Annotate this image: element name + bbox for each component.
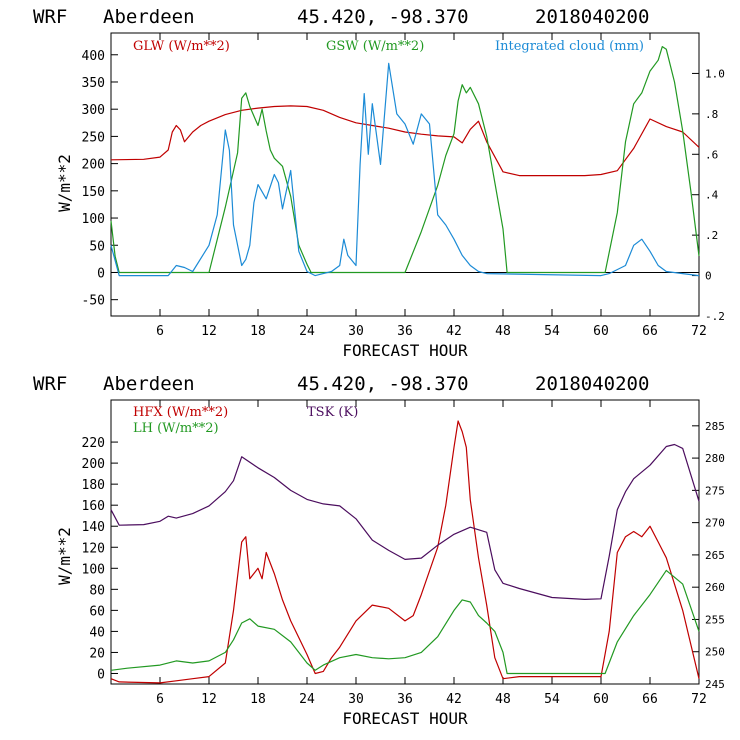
y2-tick-label: 265 [705, 549, 725, 562]
y2-tick-label: 245 [705, 678, 725, 691]
y-tick-label: 100 [82, 212, 105, 227]
series-line-gsw [110, 46, 700, 274]
y-tick-label: 0 [97, 266, 105, 281]
y2-tick-label: 1.0 [705, 67, 725, 80]
series-line-tsk [110, 443, 700, 600]
model-name: WRF [33, 373, 67, 395]
y-tick-label: 80 [89, 583, 105, 598]
x-tick-label: 48 [495, 692, 511, 707]
legend-gsw: GSW (W/m**2) [326, 39, 424, 54]
y2-tick-label: 280 [705, 452, 725, 465]
y2-tick-label: .6 [705, 148, 718, 161]
panel1-xlabel: FORECAST HOUR [342, 341, 468, 360]
y-tick-label: 60 [89, 604, 105, 619]
y-tick-label: 40 [89, 625, 105, 640]
panel1-header: WRF Aberdeen 45.420, -98.370 2018040200 [33, 6, 649, 28]
y-tick-label: 140 [82, 520, 105, 535]
series-line-hfx [110, 420, 700, 684]
series-line-lh [110, 569, 700, 675]
y2-tick-label: 275 [705, 484, 725, 497]
y2-tick-label: 250 [705, 646, 725, 659]
plot-frame [110, 399, 700, 685]
y2-tick-label: 270 [705, 517, 725, 530]
x-tick-label: 24 [299, 324, 315, 339]
legend-lh: LH (W/m**2) [133, 421, 219, 436]
x-tick-label: 12 [201, 692, 217, 707]
legend-cloud: Integrated cloud (mm) [495, 39, 644, 54]
legend-hfx: HFX (W/m**2) [133, 405, 228, 420]
station-name: Aberdeen [103, 373, 195, 395]
plot-frame [110, 32, 700, 317]
panel1-plot: 6 12 18 24 30 36 42 48 54 60 66 72 -50 0 50 100 150 200 25… [82, 32, 725, 339]
y2-tick-label: 260 [705, 581, 725, 594]
init-time: 2018040200 [535, 373, 649, 395]
x-tick-label: 18 [250, 324, 266, 339]
x-tick-label: 60 [593, 692, 609, 707]
x-tick-label: 42 [446, 692, 462, 707]
panel1-ylabel: W/m**2 [55, 154, 74, 212]
legend-glw: GLW (W/m**2) [133, 39, 230, 54]
model-name: WRF [33, 6, 67, 28]
panel2-xlabel: FORECAST HOUR [342, 709, 468, 728]
y-tick-label: 20 [89, 646, 105, 661]
series-line-integrated [110, 62, 700, 277]
station-coords: 45.420, -98.370 [297, 6, 469, 28]
x-tick-label: 48 [495, 324, 511, 339]
station-coords: 45.420, -98.370 [297, 373, 469, 395]
y-tick-label: 0 [97, 667, 105, 682]
y2-tick-label: .4 [705, 189, 719, 202]
y-tick-label: 400 [82, 49, 105, 64]
y-tick-label: 150 [82, 185, 105, 200]
y-tick-label: 120 [82, 541, 105, 556]
panel2-plot: 6 12 18 24 30 36 42 48 54 60 66 72 0 20 40 60 80 100 120 14… [82, 399, 725, 707]
y-tick-label: 100 [82, 562, 105, 577]
y-tick-label: 160 [82, 499, 105, 514]
x-tick-label: 54 [544, 324, 560, 339]
y-tick-label: 220 [82, 436, 105, 451]
y2-tick-label: .2 [705, 229, 718, 242]
y2-tick-label: .8 [705, 108, 718, 121]
panel2-header: WRF Aberdeen 45.420, -98.370 2018040200 [33, 373, 649, 395]
series-line-glw [110, 105, 700, 177]
panel2-ylabel: W/m**2 [55, 527, 74, 585]
x-tick-label: 6 [156, 692, 164, 707]
x-tick-label: 66 [642, 692, 658, 707]
x-tick-label: 72 [691, 692, 707, 707]
station-name: Aberdeen [103, 6, 195, 28]
y2-tick-label: 285 [705, 420, 725, 433]
init-time: 2018040200 [535, 6, 649, 28]
x-tick-label: 6 [156, 324, 164, 339]
x-tick-label: 36 [397, 692, 413, 707]
x-tick-label: 42 [446, 324, 462, 339]
y-tick-label: 180 [82, 478, 105, 493]
y-tick-label: 250 [82, 130, 105, 145]
x-tick-label: 72 [691, 324, 707, 339]
y-tick-label: 300 [82, 103, 105, 118]
x-tick-label: 30 [348, 324, 364, 339]
y-tick-label: 50 [89, 239, 105, 254]
y2-tick-label: 255 [705, 613, 725, 626]
x-tick-label: 12 [201, 324, 217, 339]
legend-tsk: TSK (K) [307, 405, 358, 420]
x-tick-label: 30 [348, 692, 364, 707]
y2-tick-label: 0 [705, 270, 712, 283]
x-tick-label: 60 [593, 324, 609, 339]
x-tick-label: 36 [397, 324, 413, 339]
y-tick-label: -50 [82, 294, 105, 309]
y-tick-label: 200 [82, 158, 105, 173]
y2-tick-label: -.2 [705, 310, 725, 323]
x-tick-label: 24 [299, 692, 315, 707]
x-tick-label: 18 [250, 692, 266, 707]
x-tick-label: 66 [642, 324, 658, 339]
x-tick-label: 54 [544, 692, 560, 707]
y-tick-label: 200 [82, 457, 105, 472]
y-tick-label: 350 [82, 76, 105, 91]
